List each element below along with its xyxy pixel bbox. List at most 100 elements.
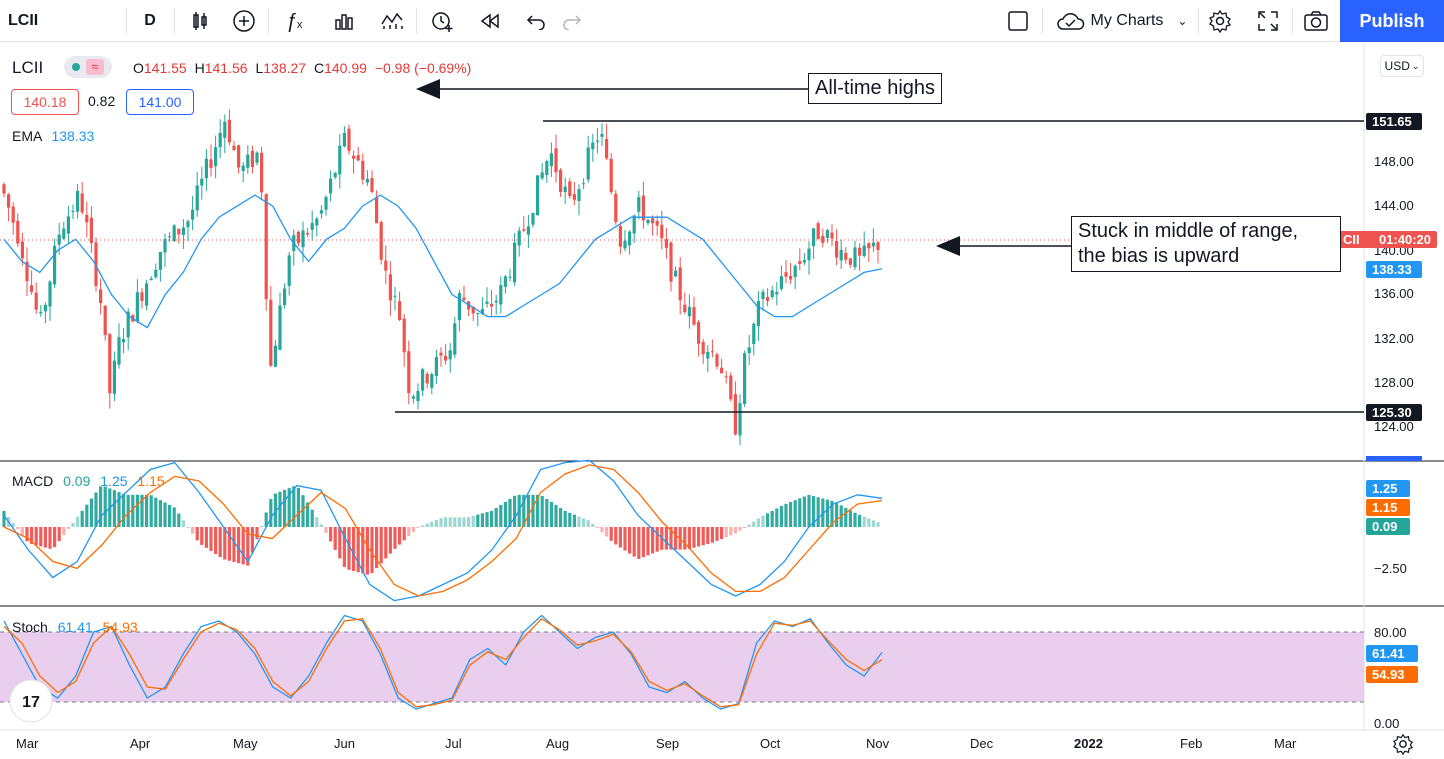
macd-hist-bar xyxy=(388,527,392,554)
ema-legend[interactable]: EMA 138.33 xyxy=(12,128,94,144)
delayed-data-icon: ≈ xyxy=(86,59,104,75)
candle-body xyxy=(683,304,687,313)
macd-hist-bar xyxy=(237,527,241,564)
snapshot-camera-icon[interactable] xyxy=(1298,0,1334,42)
my-charts-button[interactable]: My Charts ⌄ xyxy=(1048,0,1194,42)
macd-hist-bar xyxy=(356,527,360,573)
publish-button[interactable]: Publish xyxy=(1340,0,1444,42)
price-axis-label: 148.00 xyxy=(1374,154,1414,169)
alert-clock-icon[interactable] xyxy=(424,0,460,42)
market-status-badge[interactable]: ≈ xyxy=(64,56,112,78)
stoch-legend[interactable]: Stoch 61.41 54.93 xyxy=(12,619,138,635)
candle-body xyxy=(388,274,392,301)
candle-body xyxy=(80,193,84,213)
arrow-ath[interactable] xyxy=(416,79,808,99)
macd-hist-bar xyxy=(531,494,535,527)
fullscreen-icon[interactable] xyxy=(1250,0,1286,42)
candle-body xyxy=(545,161,549,176)
macd-hist-bar xyxy=(177,513,181,527)
macd-line-tag: 1.25 xyxy=(1366,480,1410,497)
price-axis-label: 136.00 xyxy=(1374,286,1414,301)
currency-select[interactable]: USD ⌄ xyxy=(1380,55,1424,77)
candle-body xyxy=(163,239,167,253)
replay-rewind-icon[interactable] xyxy=(472,0,508,42)
macd-hist-bar xyxy=(53,527,57,548)
macd-hist-bar xyxy=(605,527,609,537)
candle-body xyxy=(319,210,323,214)
macd-hist-bar xyxy=(112,490,116,527)
macd-hist-bar xyxy=(858,514,862,527)
templates-icon[interactable] xyxy=(374,0,410,42)
buy-price-box[interactable]: 141.00 xyxy=(126,89,194,115)
macd-hist-bar xyxy=(2,510,6,527)
macd-hist-bar xyxy=(526,494,530,527)
macd-hist-bar xyxy=(802,496,806,527)
callout-all-time-highs[interactable]: All-time highs xyxy=(808,73,943,104)
macd-hist-bar xyxy=(462,517,466,527)
macd-hist-bar xyxy=(149,495,153,527)
macd-hist-bar xyxy=(402,527,406,541)
macd-hist-bar xyxy=(812,496,816,527)
sell-price-box[interactable]: 140.18 xyxy=(11,89,79,115)
macd-hist-bar xyxy=(720,527,724,540)
layout-square-icon[interactable] xyxy=(1000,0,1036,42)
macd-legend[interactable]: MACD 0.09 1.25 1.15 xyxy=(12,473,165,489)
undo-icon[interactable] xyxy=(518,0,554,42)
candle-body xyxy=(628,231,632,246)
macd-hist-bar xyxy=(664,527,668,550)
candle-body xyxy=(140,292,144,301)
macd-hist-bar xyxy=(821,498,825,527)
arrow-mid-range[interactable] xyxy=(936,236,1071,256)
macd-hist-bar xyxy=(444,517,448,527)
time-axis-label: May xyxy=(233,736,258,751)
callout-middle-range[interactable]: Stuck in middle of range, the bias is up… xyxy=(1071,216,1341,272)
spread-value: 0.82 xyxy=(88,93,116,109)
candles-group xyxy=(2,109,880,446)
candle-body xyxy=(761,291,765,300)
candle-body xyxy=(39,311,43,314)
macd-hist-bar xyxy=(273,493,277,527)
axis-settings-gear-icon[interactable] xyxy=(1392,733,1414,756)
macd-hist-bar xyxy=(789,502,793,527)
time-axis-label: Jul xyxy=(445,736,462,751)
candle-body xyxy=(398,301,402,321)
time-axis-label: Apr xyxy=(130,736,151,751)
tradingview-logo[interactable]: 17 xyxy=(9,679,53,723)
macd-hist-bar xyxy=(278,491,282,527)
stoch-band xyxy=(0,632,1364,702)
compare-add-icon[interactable] xyxy=(226,0,262,42)
macd-hist-bar xyxy=(375,527,379,569)
bar-chart-icon[interactable] xyxy=(326,0,362,42)
macd-hist-bar xyxy=(448,517,452,527)
cloud-icon xyxy=(1056,13,1084,30)
ema-line xyxy=(3,194,883,329)
candle-body xyxy=(747,347,751,354)
redo-icon[interactable] xyxy=(554,0,590,42)
symbol-search-button[interactable]: LCII xyxy=(8,0,68,42)
candle-body xyxy=(701,341,705,355)
macd-hist-bar xyxy=(618,527,622,548)
macd-hist-bar xyxy=(876,522,880,527)
ema-price-tag: 138.33 xyxy=(1366,261,1422,278)
candle-body xyxy=(738,403,742,436)
macd-hist-bar xyxy=(287,488,291,527)
settings-gear-icon[interactable] xyxy=(1202,0,1238,42)
divider xyxy=(1042,8,1043,34)
candle-body xyxy=(62,228,66,239)
candle-body xyxy=(664,239,668,248)
macd-hist-bar xyxy=(260,525,264,527)
macd-hist-bar xyxy=(467,517,471,527)
candle-body xyxy=(756,300,760,327)
interval-button[interactable]: D xyxy=(130,0,170,42)
candle-body xyxy=(177,228,181,235)
candle-body xyxy=(269,299,273,366)
candle-body xyxy=(99,289,103,304)
candle-body xyxy=(692,307,696,325)
macd-hist-bar xyxy=(434,519,438,527)
candle-body xyxy=(802,260,806,263)
macd-hist-bar xyxy=(669,527,673,550)
chart-type-candles-icon[interactable] xyxy=(182,0,218,42)
macd-hist-bar xyxy=(724,527,728,538)
